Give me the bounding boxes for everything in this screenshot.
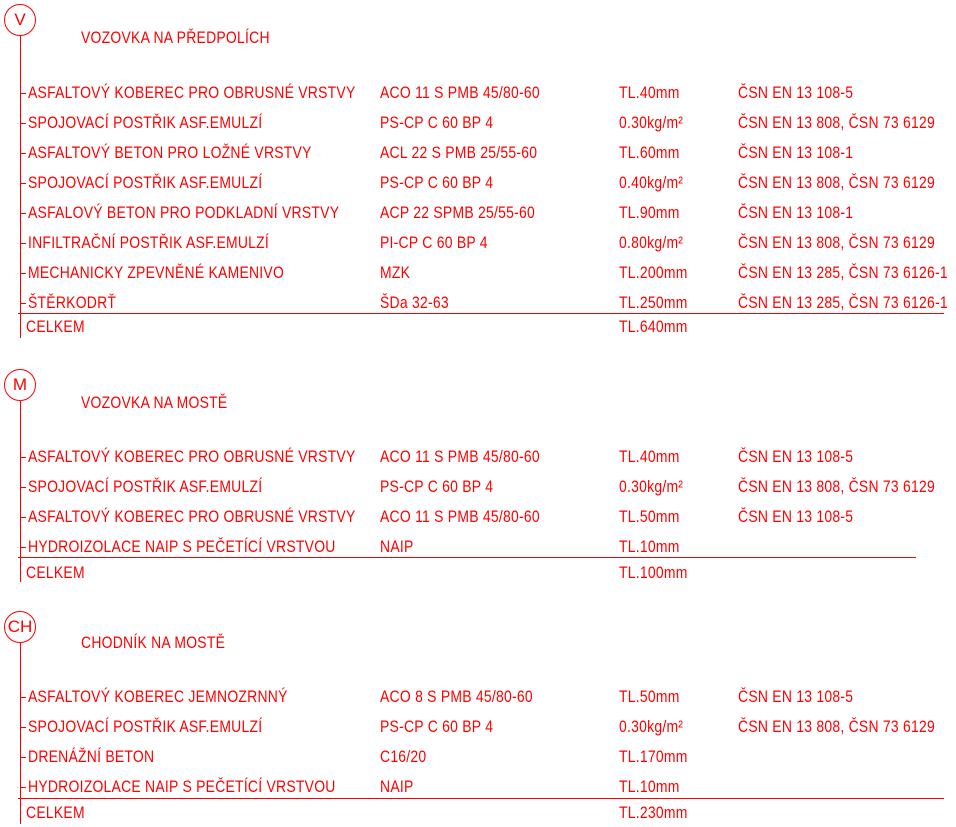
layer-name: SPOJOVACÍ POSTŘIK ASF.EMULZÍ [28, 173, 263, 192]
layer-material: ACP 22 SPMB 25/55-60 [380, 203, 535, 222]
row-tick [20, 487, 26, 488]
row-tick [20, 517, 26, 518]
layer-amount: 0.30kg/m² [619, 477, 684, 496]
row-tick [20, 547, 26, 548]
layer-material: PS-CP C 60 BP 4 [380, 717, 494, 736]
row-tick [20, 183, 26, 184]
section-symbol: CH [7, 617, 33, 636]
layer-material: NAIP [380, 537, 414, 556]
layer-standard: ČSN EN 13 808, ČSN 73 6129 [738, 717, 936, 736]
layer-material: ACO 11 S PMB 45/80-60 [380, 507, 540, 526]
layer-amount: TL.60mm [619, 143, 680, 162]
row-tick [20, 757, 26, 758]
section-title: CHODNÍK NA MOSTĚ [81, 633, 226, 652]
row-tick [20, 123, 26, 124]
layer-material: ACO 8 S PMB 45/80-60 [380, 687, 533, 706]
layer-material: PI-CP C 60 BP 4 [380, 233, 488, 252]
layer-name: MECHANICKY ZPEVNĚNÉ KAMENIVO [28, 263, 285, 282]
layer-name: ASFALTOVÝ KOBEREC JEMNOZRNNÝ [28, 687, 288, 706]
total-separator-line [18, 557, 916, 558]
layer-material: PS-CP C 60 BP 4 [380, 477, 494, 496]
leader-line [20, 401, 21, 582]
layer-name: ASFALTOVÝ BETON PRO LOŽNÉ VRSTVY [28, 143, 312, 162]
leader-line [20, 643, 21, 824]
layer-amount: 0.80kg/m² [619, 233, 684, 252]
layer-material: ACL 22 S PMB 25/55-60 [380, 143, 538, 162]
layer-standard: ČSN EN 13 108-1 [738, 143, 854, 162]
layer-name: SPOJOVACÍ POSTŘIK ASF.EMULZÍ [28, 113, 263, 132]
layer-name: HYDROIZOLACE NAIP S PEČETÍCÍ VRSTVOU [28, 777, 336, 796]
row-tick [20, 697, 26, 698]
layer-name: INFILTRAČNÍ POSTŘIK ASF.EMULZÍ [28, 233, 270, 252]
layer-amount: TL.50mm [619, 507, 680, 526]
row-tick [20, 303, 26, 304]
row-tick [20, 213, 26, 214]
layer-amount: TL.10mm [619, 777, 680, 796]
layer-material: ACO 11 S PMB 45/80-60 [380, 447, 540, 466]
row-tick [20, 243, 26, 244]
layer-amount: 0.30kg/m² [619, 113, 684, 132]
total-separator-line [18, 798, 944, 799]
layer-name: HYDROIZOLACE NAIP S PEČETÍCÍ VRSTVOU [28, 537, 336, 556]
row-tick [20, 787, 26, 788]
layer-name: ASFALTOVÝ KOBEREC PRO OBRUSNÉ VRSTVY [28, 447, 356, 466]
layer-material: C16/20 [380, 747, 427, 766]
section-symbol-circle: V [4, 4, 36, 36]
total-value: TL.230mm [619, 803, 688, 822]
layer-standard: ČSN EN 13 108-1 [738, 203, 854, 222]
layer-standard: ČSN EN 13 108-5 [738, 83, 854, 102]
section-symbol-circle: CH [4, 611, 36, 643]
layer-name: ASFALOVÝ BETON PRO PODKLADNÍ VRSTVY [28, 203, 340, 222]
total-label: CELKEM [26, 563, 85, 582]
layer-standard: ČSN EN 13 285, ČSN 73 6126-1 [738, 263, 948, 282]
total-value: TL.640mm [619, 317, 688, 336]
layer-amount: 0.30kg/m² [619, 717, 684, 736]
layer-name: DRENÁŽNÍ BETON [28, 747, 155, 766]
total-label: CELKEM [26, 317, 85, 336]
layer-standard: ČSN EN 13 808, ČSN 73 6129 [738, 477, 936, 496]
layer-amount: TL.40mm [619, 83, 680, 102]
row-tick [20, 457, 26, 458]
layer-amount: TL.10mm [619, 537, 680, 556]
row-tick [20, 93, 26, 94]
layer-amount: TL.90mm [619, 203, 680, 222]
layer-name: ŠTĚRKODRŤ [28, 293, 117, 312]
layer-standard: ČSN EN 13 808, ČSN 73 6129 [738, 233, 936, 252]
layer-standard: ČSN EN 13 108-5 [738, 507, 854, 526]
layer-name: ASFALTOVÝ KOBEREC PRO OBRUSNÉ VRSTVY [28, 507, 356, 526]
layer-standard: ČSN EN 13 808, ČSN 73 6129 [738, 113, 936, 132]
layer-standard: ČSN EN 13 108-5 [738, 447, 854, 466]
section-symbol: M [12, 375, 28, 394]
section-title: VOZOVKA NA PŘEDPOLÍCH [81, 28, 270, 47]
total-separator-line [18, 313, 944, 314]
layer-standard: ČSN EN 13 808, ČSN 73 6129 [738, 173, 936, 192]
layer-material: ACO 11 S PMB 45/80-60 [380, 83, 540, 102]
leader-line [20, 36, 21, 338]
total-label: CELKEM [26, 803, 85, 822]
layer-name: SPOJOVACÍ POSTŘIK ASF.EMULZÍ [28, 477, 263, 496]
layer-material: ŠDa 32-63 [380, 293, 449, 312]
layer-material: PS-CP C 60 BP 4 [380, 173, 494, 192]
layer-amount: TL.50mm [619, 687, 680, 706]
section-symbol-circle: M [4, 369, 36, 401]
row-tick [20, 273, 26, 274]
layer-amount: 0.40kg/m² [619, 173, 684, 192]
row-tick [20, 153, 26, 154]
layer-material: MZK [380, 263, 411, 282]
layer-name: ASFALTOVÝ KOBEREC PRO OBRUSNÉ VRSTVY [28, 83, 356, 102]
layer-material: NAIP [380, 777, 414, 796]
section-symbol: V [14, 10, 26, 29]
layer-standard: ČSN EN 13 108-5 [738, 687, 854, 706]
section-title: VOZOVKA NA MOSTĚ [81, 393, 228, 412]
layer-amount: TL.250mm [619, 293, 688, 312]
row-tick [20, 727, 26, 728]
layer-amount: TL.200mm [619, 263, 688, 282]
layer-name: SPOJOVACÍ POSTŘIK ASF.EMULZÍ [28, 717, 263, 736]
layer-amount: TL.170mm [619, 747, 688, 766]
layer-standard: ČSN EN 13 285, ČSN 73 6126-1 [738, 293, 948, 312]
layer-material: PS-CP C 60 BP 4 [380, 113, 494, 132]
total-value: TL.100mm [619, 563, 688, 582]
layer-amount: TL.40mm [619, 447, 680, 466]
